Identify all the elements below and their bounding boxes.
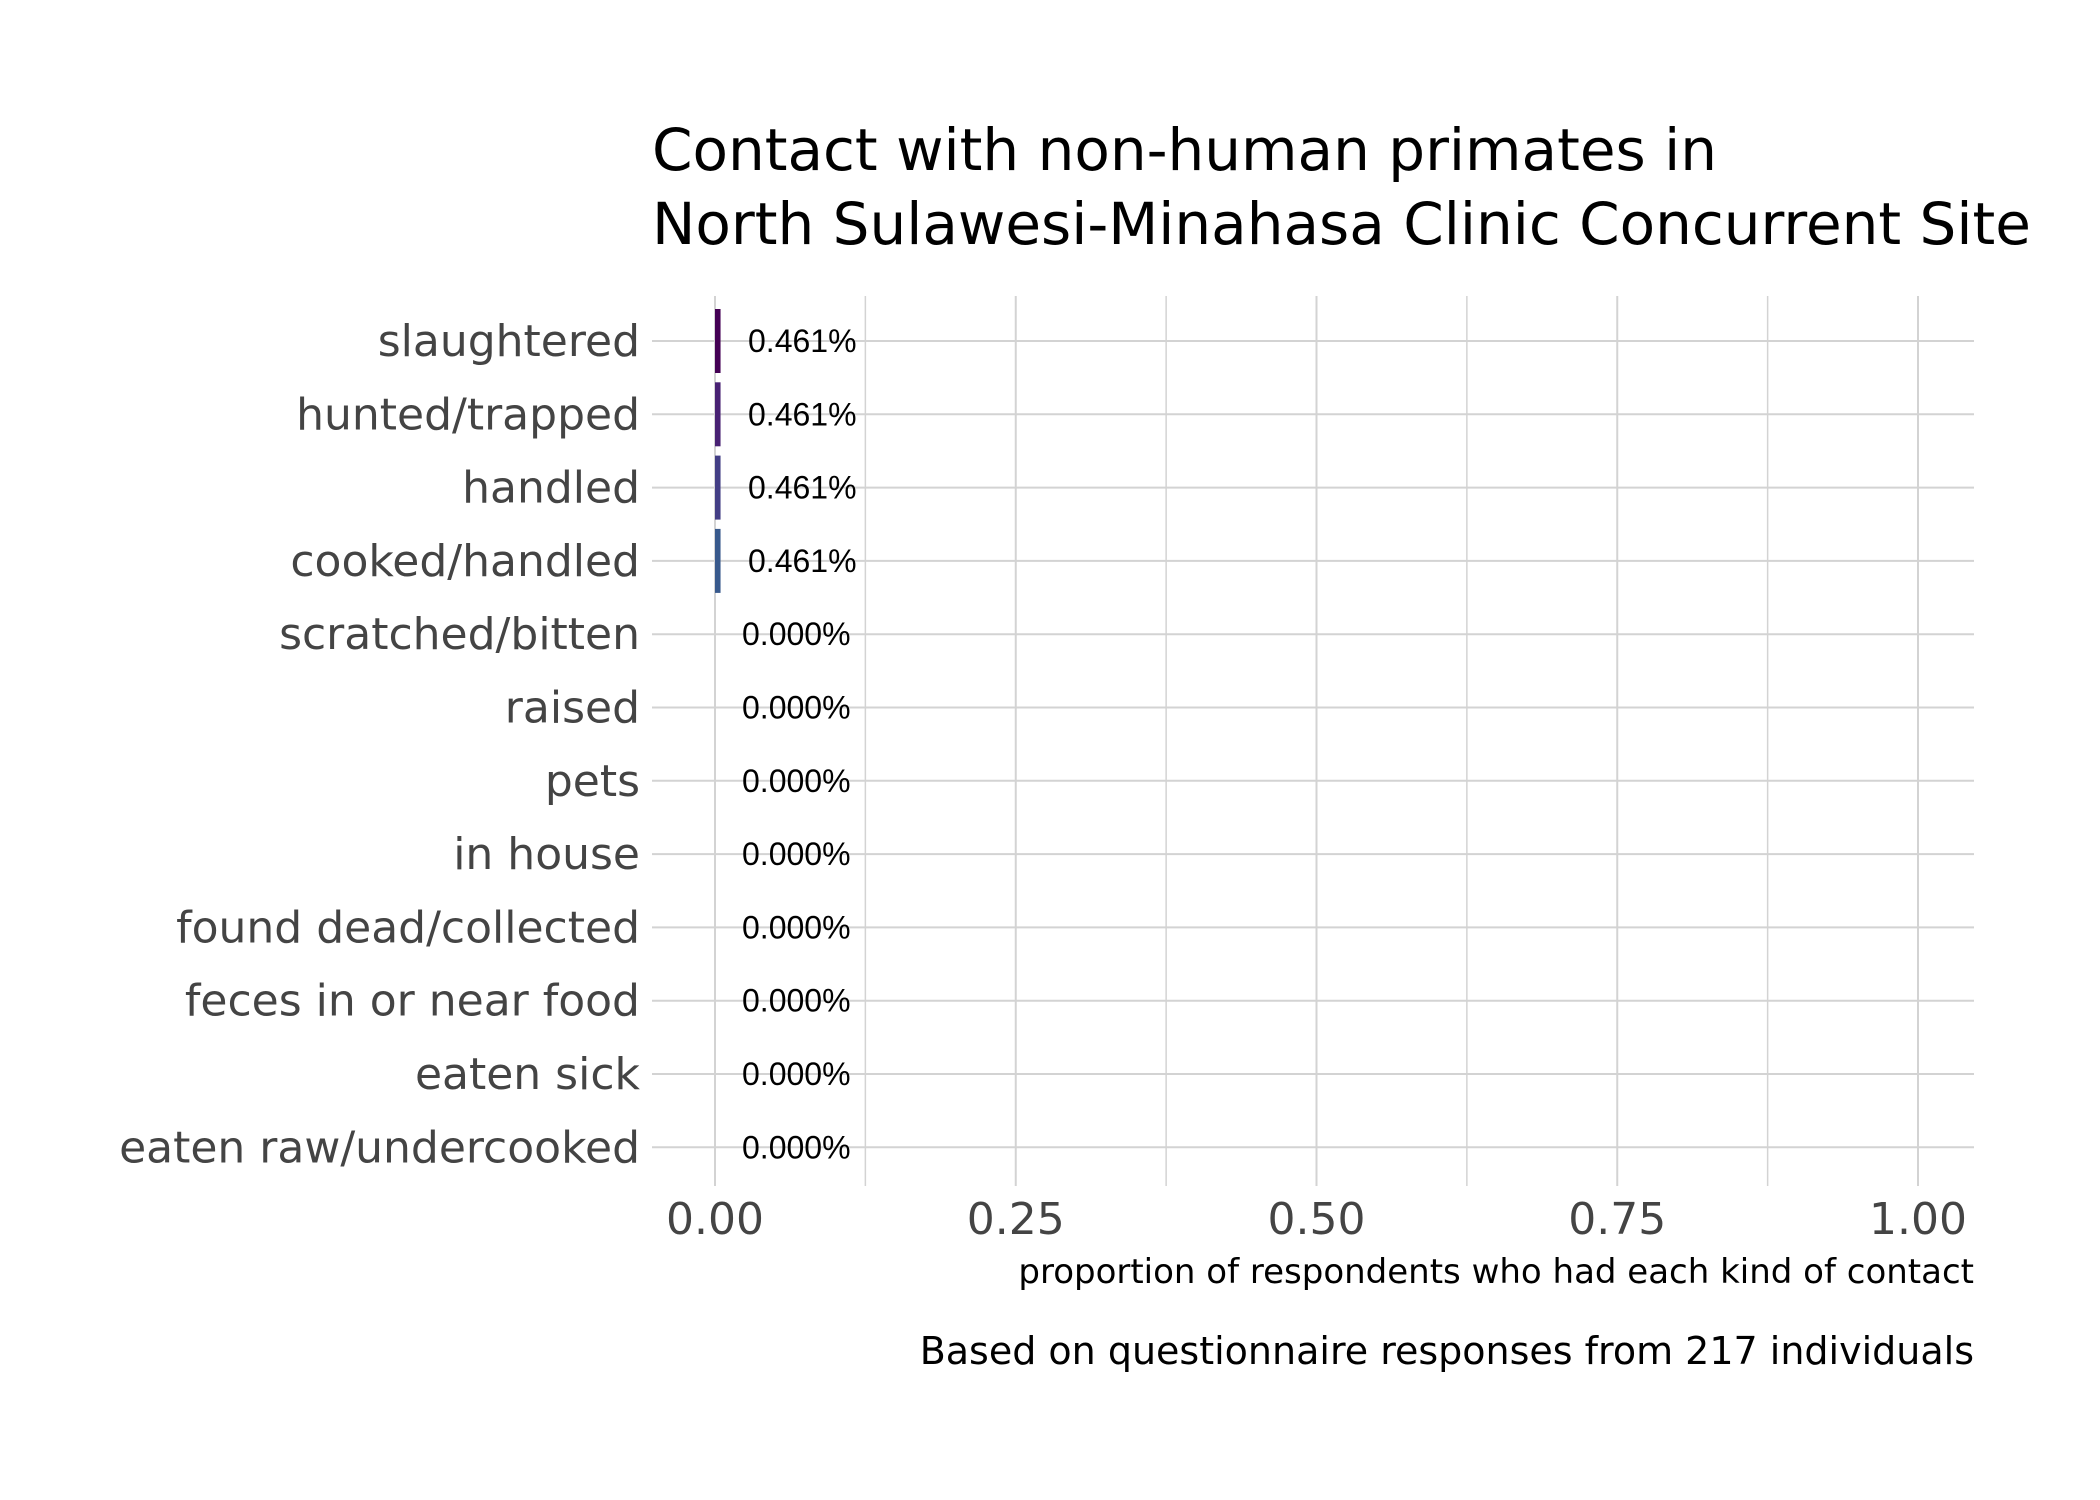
data-label: 0.000%: [742, 909, 851, 945]
x-tick-label: 0.50: [1268, 1194, 1366, 1245]
category-label: in house: [453, 829, 640, 880]
data-label: 0.461%: [748, 396, 857, 432]
x-axis-ticks: 0.00 0.25 0.50 0.75 1.00: [666, 1194, 1967, 1245]
chart-title-line2: North Sulawesi-Minahasa Clinic Concurren…: [652, 190, 2031, 258]
x-tick-label: 1.00: [1869, 1194, 1967, 1245]
data-label: 0.000%: [742, 1056, 851, 1092]
data-label: 0.000%: [742, 616, 851, 652]
category-label: pets: [545, 756, 640, 807]
grid: [652, 296, 1974, 1186]
x-tick-label: 0.00: [666, 1194, 764, 1245]
data-label: 0.000%: [742, 690, 851, 726]
category-label: cooked/handled: [290, 536, 640, 587]
category-label: raised: [505, 683, 640, 734]
x-axis-title: proportion of respondents who had each k…: [1018, 1252, 1974, 1292]
category-label: eaten raw/undercooked: [119, 1122, 640, 1173]
chart-caption: Based on questionnaire responses from 21…: [920, 1329, 1974, 1373]
category-label: found dead/collected: [176, 902, 640, 953]
category-label: scratched/bitten: [279, 609, 640, 660]
data-label: 0.461%: [748, 543, 857, 579]
x-tick-label: 0.25: [967, 1194, 1065, 1245]
data-label: 0.000%: [742, 1129, 851, 1165]
category-label: hunted/trapped: [296, 389, 640, 440]
bar: [715, 382, 721, 447]
bar: [715, 528, 721, 593]
data-label: 0.000%: [742, 983, 851, 1019]
data-label: 0.461%: [748, 470, 857, 506]
category-label: slaughtered: [378, 316, 640, 367]
data-label: 0.000%: [742, 836, 851, 872]
category-label: eaten sick: [415, 1049, 641, 1100]
bar: [715, 309, 721, 373]
value-labels: 0.461% 0.461% 0.461% 0.461% 0.000% 0.000% 0.00…: [742, 323, 857, 1165]
category-label: feces in or near food: [185, 976, 640, 1027]
bar: [715, 455, 721, 520]
category-label: handled: [462, 463, 640, 514]
data-label: 0.461%: [748, 323, 857, 359]
bars: [715, 309, 721, 593]
x-tick-label: 0.75: [1568, 1194, 1666, 1245]
chart-title: Contact with non-human primates in: [652, 116, 1717, 184]
category-labels: slaughtered hunted/trapped handled cooked/h…: [119, 316, 640, 1173]
data-label: 0.000%: [742, 763, 851, 799]
